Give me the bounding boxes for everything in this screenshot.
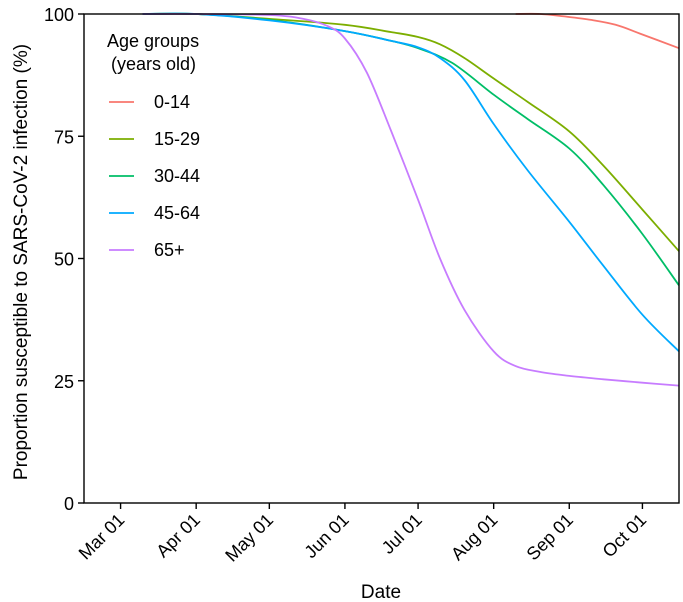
y-axis: 0 25 50 75 100	[44, 5, 84, 514]
legend-label: 65+	[154, 240, 185, 260]
x-axis: Mar 01 Apr 01 May 01 Jun 01 Jul 01 Aug 01 Sep …	[75, 503, 651, 566]
legend-label: 15-29	[154, 129, 200, 149]
x-axis-title: Date	[361, 582, 401, 602]
x-tick-label: May 01	[221, 510, 277, 566]
x-tick-label: Jul 01	[378, 510, 426, 558]
legend-label: 30-44	[154, 166, 200, 186]
x-tick-label: Oct 01	[599, 510, 651, 562]
x-tick-label: Jun 01	[300, 510, 352, 562]
x-tick-label: Sep 01	[523, 510, 577, 564]
y-tick-label: 0	[64, 494, 74, 514]
y-tick-label: 50	[54, 250, 74, 270]
x-tick-label: Mar 01	[75, 510, 129, 564]
legend-title-line2: (years old)	[111, 54, 196, 74]
y-tick-label: 100	[44, 5, 74, 25]
x-tick-label: Aug 01	[447, 510, 501, 564]
legend-label: 45-64	[154, 203, 200, 223]
legend: Age groups (years old) 0-14 15-29 30-44 45-…	[107, 31, 200, 260]
series-line-65+	[142, 13, 680, 387]
series-line-45-64	[142, 12, 680, 353]
y-axis-title: Proportion susceptible to SARS-CoV-2 inf…	[11, 44, 32, 480]
series-line-0-14	[515, 12, 680, 50]
y-tick-label: 75	[54, 127, 74, 147]
legend-title-line1: Age groups	[107, 31, 199, 51]
y-tick-label: 25	[54, 372, 74, 392]
series-line-30-44	[142, 12, 680, 286]
legend-label: 0-14	[154, 92, 190, 112]
series-line-15-29	[142, 12, 680, 252]
x-tick-label: Apr 01	[152, 510, 204, 562]
plot-lines	[142, 12, 680, 387]
